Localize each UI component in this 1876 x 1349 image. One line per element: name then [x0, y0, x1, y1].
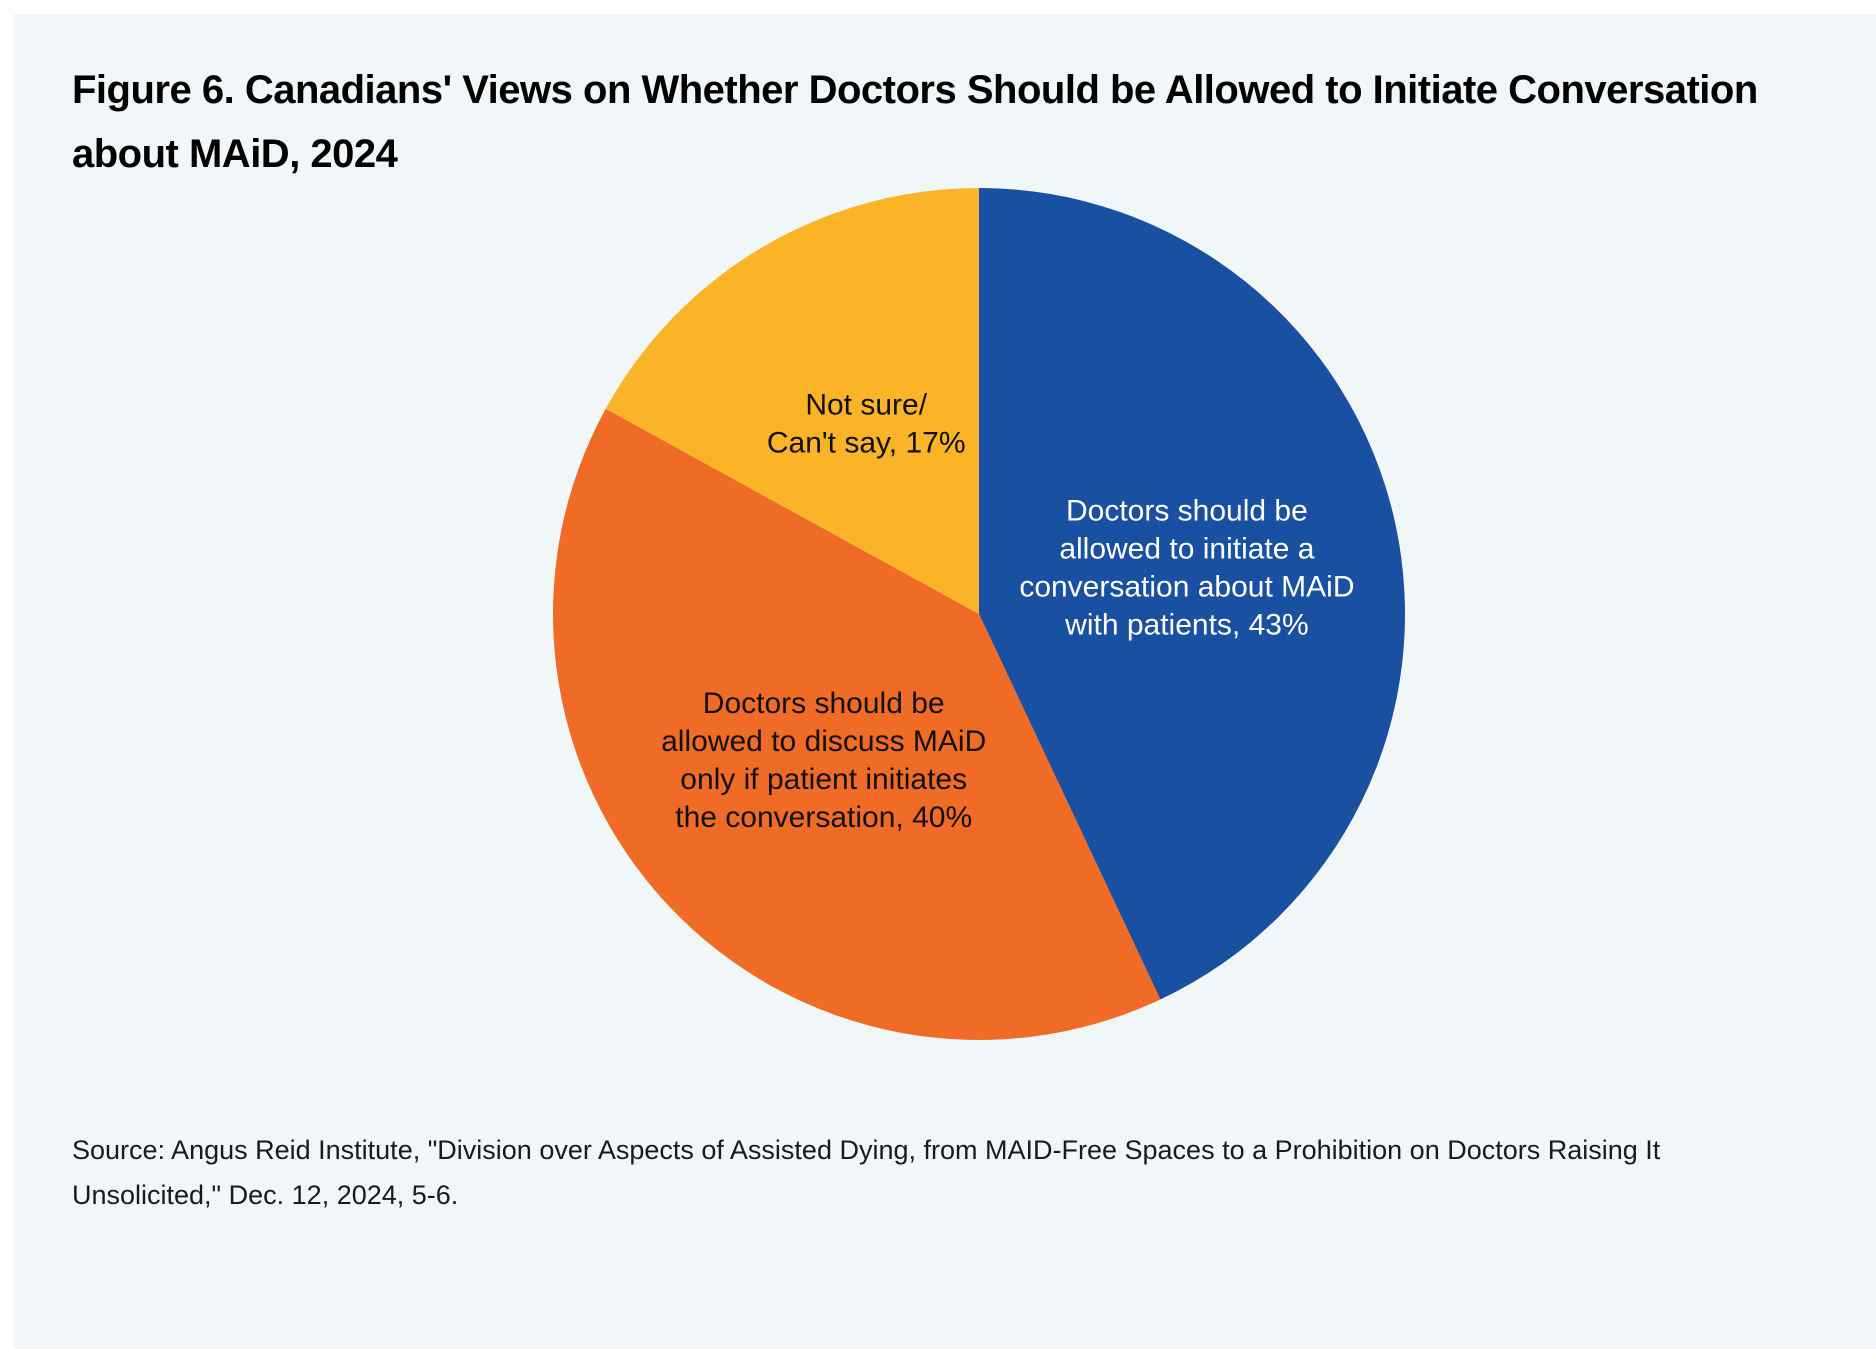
pie-slice-3: [605, 188, 979, 614]
pie-slice-label-line: allowed to initiate a: [1059, 533, 1314, 566]
figure-source: Source: Angus Reid Institute, "Division …: [72, 1135, 1661, 1210]
figure-title: Figure 6. Canadians' Views on Whether Do…: [72, 68, 1758, 176]
pie-slice-1: [979, 188, 1406, 1000]
pie-labels: Doctors should be allowed to initiate a co…: [661, 388, 1354, 834]
pie-slice-label-3: Not sure/Can't say, 17%: [767, 388, 966, 459]
pie-slice-label-line: Doctors should be: [703, 687, 945, 720]
pie-slice-label-line: only if patient initiates: [680, 763, 967, 796]
pie-slice-label-line: conversation about MAiD: [1019, 571, 1354, 604]
pie-slice-label-line: with patients, 43%: [1064, 609, 1308, 642]
pie-slice-label-line: Doctors should be: [1066, 495, 1308, 528]
pie-slice-label-line: allowed to discuss MAiD: [661, 725, 986, 758]
pie-slice-label-1: Doctors should be allowed to initiate a co…: [1019, 495, 1354, 642]
pie-slices: [552, 188, 1406, 1041]
pie-slice-label-line: the conversation, 40%: [675, 801, 972, 834]
pie-slice-label-line: Not sure/: [805, 388, 927, 421]
pie-slice-label-line: Can't say, 17%: [767, 426, 966, 459]
pie-slice-2: [552, 408, 1161, 1041]
pie-slice-label-2: Doctors should be allowed to discuss MAiD…: [661, 687, 986, 834]
